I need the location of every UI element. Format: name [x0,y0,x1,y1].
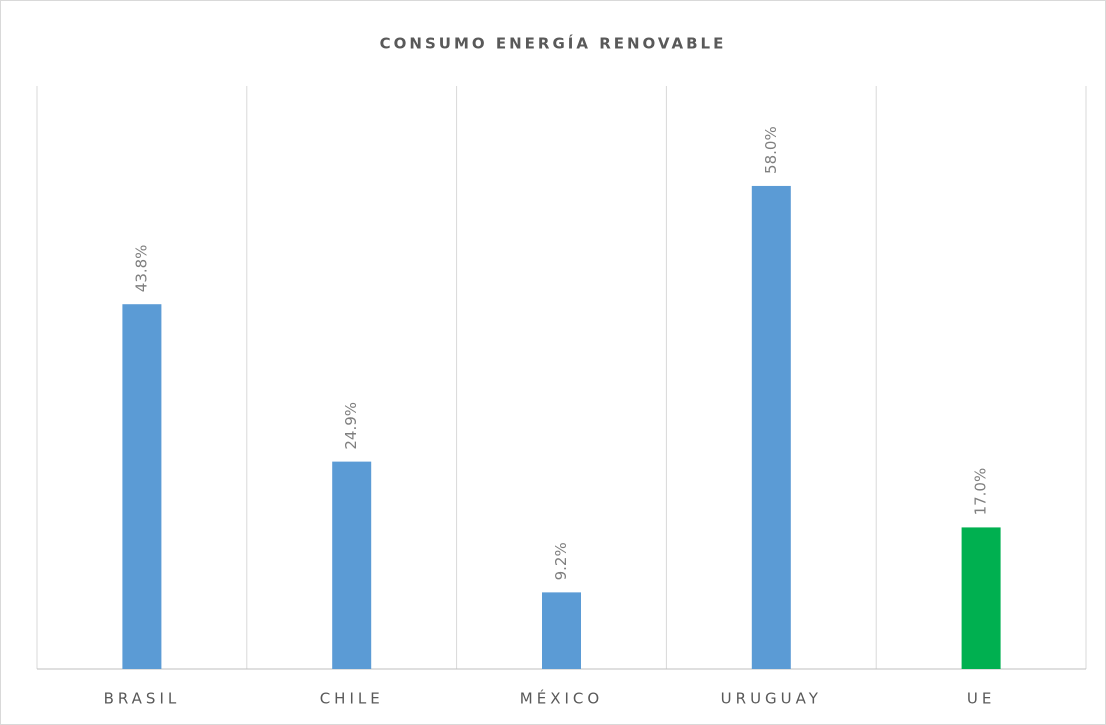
x-tick-label: MÉXICO [520,689,603,708]
chart-title: CONSUMO ENERGÍA RENOVABLE [380,34,727,53]
bar [961,527,1001,669]
bar [542,592,581,669]
bar [332,461,372,669]
x-tick-label: UE [967,690,995,708]
value-label: 58.0% [762,126,780,174]
bar [751,185,791,669]
value-label: 9.2% [552,542,570,580]
x-tick-label: BRASIL [104,690,181,708]
value-label: 24.9% [342,402,360,450]
x-tick-label: URUGUAY [721,690,822,708]
value-label: 43.8% [132,245,150,293]
x-tick-label: CHILE [320,690,384,708]
value-label: 17.0% [972,468,990,516]
bar [122,304,162,669]
